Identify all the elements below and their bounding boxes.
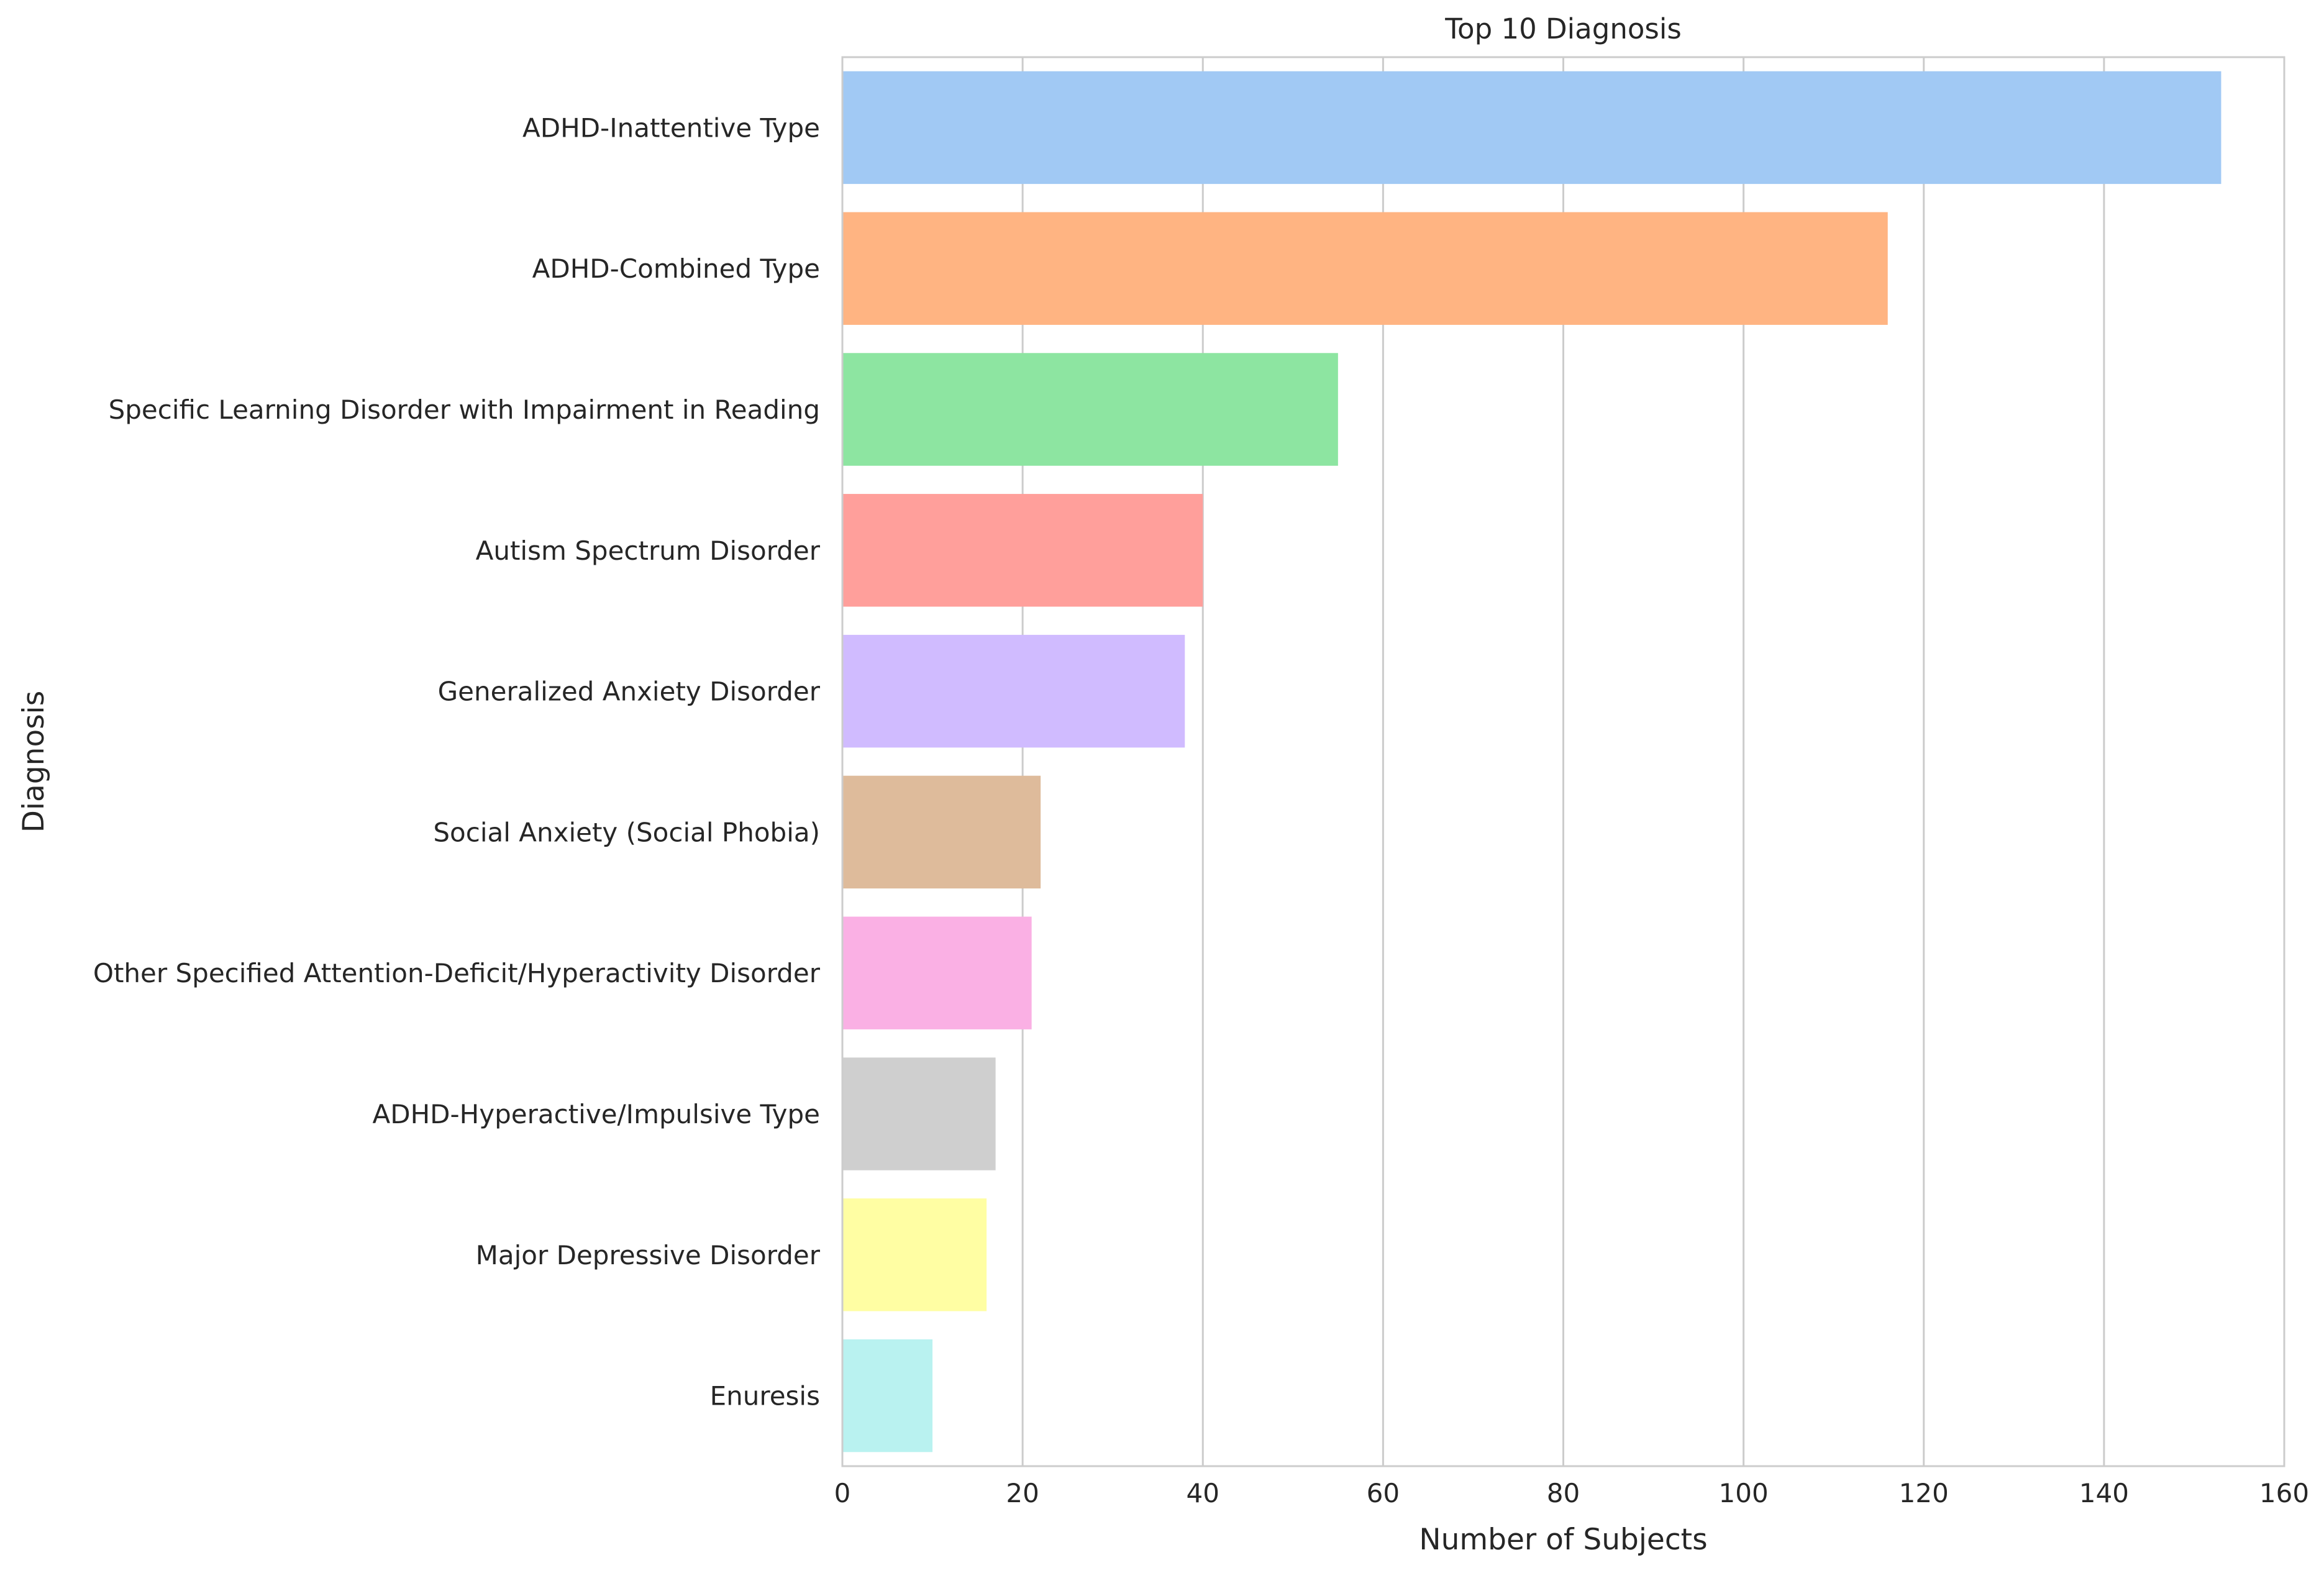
y-tick-label: Social Anxiety (Social Phobia)	[433, 817, 820, 847]
bar	[842, 212, 1888, 325]
x-tick-label: 20	[1006, 1478, 1039, 1508]
x-tick-label: 80	[1547, 1478, 1580, 1508]
x-axis-label: Number of Subjects	[1419, 1523, 1707, 1557]
bar	[842, 1198, 987, 1311]
x-tick-label: 160	[2259, 1478, 2309, 1508]
y-ticks: ADHD-Inattentive Type ADHD-Combined Type S…	[93, 112, 821, 1411]
plot-frame	[841, 56, 2285, 1467]
bar	[842, 1339, 933, 1452]
x-tick-label: 60	[1367, 1478, 1400, 1508]
y-tick-label: ADHD-Combined Type	[532, 253, 820, 284]
bar	[842, 634, 1185, 748]
bar	[842, 353, 1338, 466]
x-tick-label: 140	[2079, 1478, 2129, 1508]
y-tick-label: Other Specified Attention-Deficit/Hypera…	[93, 958, 821, 988]
y-tick-label: Major Depressive Disorder	[476, 1240, 821, 1270]
bar	[842, 494, 1203, 607]
x-tick-label: 120	[1899, 1478, 1949, 1508]
bar	[842, 71, 2221, 185]
y-tick-label: Enuresis	[710, 1381, 820, 1411]
x-tick-label: 40	[1187, 1478, 1219, 1508]
bars	[842, 71, 2221, 1452]
bar	[842, 775, 1041, 889]
y-tick-label: Specific Learning Disorder with Impairme…	[109, 394, 820, 425]
x-tick-label: 0	[834, 1478, 851, 1508]
y-tick-label: ADHD-Hyperactive/Impulsive Type	[373, 1099, 820, 1129]
chart-title: Top 10 Diagnosis	[1444, 12, 1682, 45]
y-tick-label: Autism Spectrum Disorder	[476, 536, 821, 566]
y-axis-label: Diagnosis	[17, 691, 51, 832]
y-tick-label: ADHD-Inattentive Type	[522, 112, 820, 143]
bar	[842, 916, 1032, 1029]
bar	[842, 1057, 996, 1170]
x-tick-label: 100	[1719, 1478, 1769, 1508]
y-tick-label: Generalized Anxiety Disorder	[438, 677, 821, 707]
x-ticks: 0 20 40 60 80 100 120 140 160	[834, 1478, 2309, 1508]
